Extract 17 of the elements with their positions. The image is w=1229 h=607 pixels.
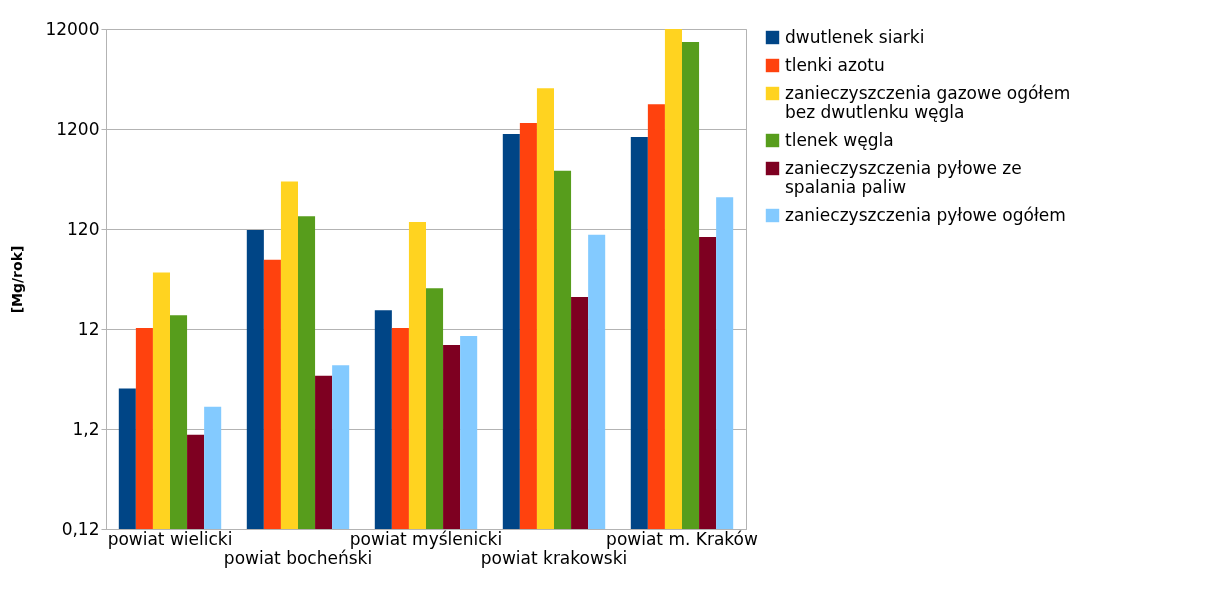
legend-label: tlenki azotu xyxy=(785,54,885,75)
legend-label: zanieczyszczenia pyłowe ogółem xyxy=(785,204,1066,225)
legend-label: zanieczyszczenia pyłowe ze spalania paliw xyxy=(785,157,1022,197)
y-tick-label: 120 xyxy=(67,218,100,239)
legend-label: dwutlenek siarki xyxy=(785,26,925,47)
y-tick-label: 1,2 xyxy=(72,418,100,439)
y-axis-title: [Mg/rok] xyxy=(9,245,26,314)
x-tick-label: powiat m. Kraków xyxy=(606,528,758,549)
y-tick-label: 1200 xyxy=(56,118,100,139)
x-tick-label: powiat myślenicki xyxy=(349,528,503,549)
y-tick-label: 12000 xyxy=(45,18,100,39)
legend-label: zanieczyszczenia gazowe ogółem bez dwutlenku węgla xyxy=(785,82,1071,122)
x-tick-label: powiat wielicki xyxy=(107,528,233,549)
legend-label: tlenek węgla xyxy=(785,129,894,150)
y-tick-label: 0,12 xyxy=(61,518,100,539)
x-tick-label: powiat bocheński xyxy=(223,547,373,568)
y-tick-label: 12 xyxy=(77,318,100,339)
